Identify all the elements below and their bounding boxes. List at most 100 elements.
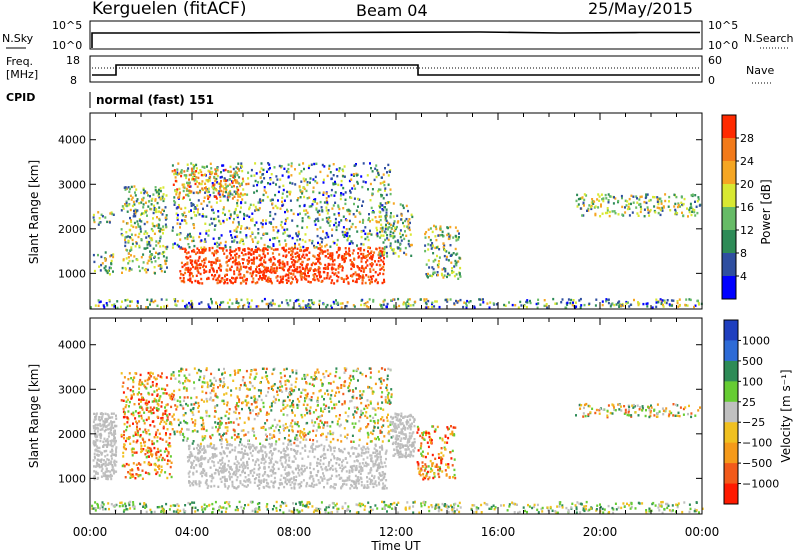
data-cell (325, 209, 328, 212)
data-cell (254, 179, 257, 183)
data-cell (514, 304, 517, 307)
data-cell (124, 266, 127, 270)
data-cell (425, 306, 428, 309)
data-cell (327, 478, 330, 481)
data-cell (396, 214, 399, 217)
data-cell (336, 510, 339, 513)
data-cell (519, 300, 522, 304)
data-cell (381, 247, 384, 250)
data-cell (371, 211, 374, 214)
data-cell (298, 255, 300, 259)
data-cell (154, 378, 157, 381)
data-cell (153, 397, 156, 401)
data-cell (439, 227, 442, 230)
data-cell (102, 440, 105, 443)
data-cell (301, 260, 304, 264)
data-cell (128, 252, 130, 255)
data-cell (277, 467, 280, 471)
data-cell (248, 443, 251, 446)
data-cell (106, 474, 109, 477)
data-cell (403, 237, 406, 241)
data-cell (156, 304, 159, 307)
data-cell (250, 168, 253, 172)
data-cell (373, 251, 376, 254)
data-cell (272, 226, 275, 229)
data-cell (303, 209, 305, 212)
data-cell (300, 471, 303, 474)
data-cell (99, 439, 102, 443)
data-cell (382, 234, 385, 237)
data-cell (297, 259, 300, 262)
data-cell (431, 245, 434, 249)
data-cell (198, 235, 201, 239)
data-cell (231, 448, 234, 452)
data-cell (302, 267, 304, 270)
data-cell (283, 485, 286, 489)
data-cell (226, 454, 229, 458)
data-cell (323, 457, 325, 460)
data-cell (329, 447, 332, 450)
data-cell (238, 249, 241, 252)
data-cell (254, 508, 257, 511)
data-cell (354, 187, 357, 190)
data-cell (146, 243, 149, 246)
data-cell (139, 225, 142, 228)
data-cell (452, 252, 455, 255)
data-cell (168, 436, 171, 440)
data-cell (149, 385, 152, 388)
data-cell (243, 249, 246, 252)
data-cell (194, 267, 197, 270)
data-cell (97, 454, 100, 457)
data-cell (107, 458, 110, 462)
data-cell (364, 237, 367, 241)
data-cell (327, 256, 330, 259)
data-cell (380, 304, 383, 307)
data-cell (410, 254, 413, 257)
data-cell (255, 256, 258, 260)
data-cell (139, 383, 142, 387)
data-cell (418, 511, 421, 514)
data-cell (146, 402, 149, 405)
data-cell (233, 462, 236, 465)
data-cell (157, 403, 160, 406)
data-cell (240, 298, 243, 302)
data-cell (137, 474, 140, 477)
data-cell (409, 243, 412, 247)
data-cell (154, 189, 157, 192)
data-cell (279, 505, 282, 508)
data-cell (366, 480, 369, 483)
data-cell (275, 509, 278, 512)
data-cell (659, 504, 662, 508)
data-cell (144, 247, 147, 250)
data-cell (318, 257, 321, 261)
data-cell (152, 247, 155, 250)
data-cell (317, 259, 320, 262)
data-cell (272, 237, 274, 240)
data-cell (176, 233, 179, 236)
data-cell (312, 190, 315, 194)
data-cell (159, 264, 162, 267)
data-cell (383, 475, 386, 478)
data-cell (216, 281, 219, 285)
data-cell (204, 222, 207, 225)
data-cell (233, 195, 236, 198)
data-cell (218, 219, 220, 223)
data-cell (145, 407, 148, 410)
data-cell (128, 228, 131, 232)
data-cell (363, 464, 366, 467)
data-cell (132, 380, 135, 384)
data-cell (137, 433, 139, 437)
data-cell (621, 196, 623, 200)
data-cell (301, 192, 304, 195)
data-cell (218, 190, 221, 193)
data-cell (290, 209, 293, 212)
data-cell (93, 476, 96, 479)
data-cell (142, 188, 145, 192)
data-cell (239, 184, 242, 188)
data-cell (196, 204, 199, 207)
data-cell (237, 301, 240, 305)
data-cell (236, 199, 239, 202)
data-cell (365, 464, 368, 468)
data-cell (598, 195, 601, 198)
